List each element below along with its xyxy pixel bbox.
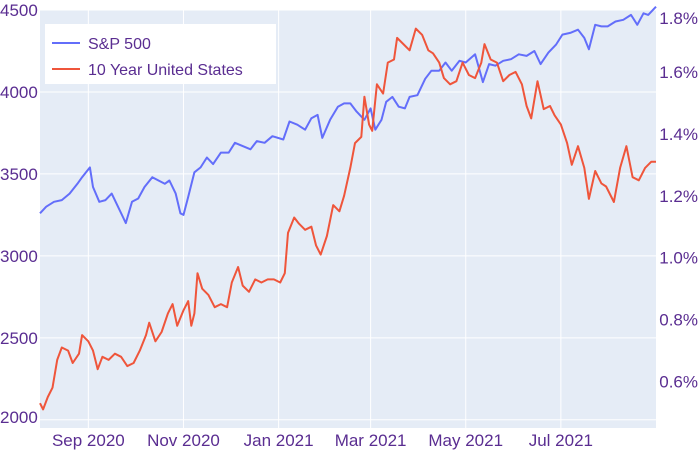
- grid-lines: [40, 9, 656, 428]
- y-tick-label: 3000: [0, 247, 38, 266]
- x-tick-label: Sep 2020: [52, 431, 125, 450]
- y-tick-label: 2500: [0, 329, 38, 348]
- x-tick-label: Jan 2021: [244, 431, 314, 450]
- y2-tick-label: 0.6%: [659, 373, 698, 392]
- legend[interactable]: S&P 500 10 Year United States: [45, 24, 276, 84]
- y2-tick-label: 1.4%: [659, 125, 698, 144]
- series-line-sp500: [39, 6, 657, 225]
- y-tick-label: 4000: [0, 83, 38, 102]
- series-lines: [39, 6, 657, 411]
- y2-tick-label: 1.2%: [659, 187, 698, 206]
- legend-label-sp500: S&P 500: [88, 36, 151, 53]
- y2-tick-label: 1.6%: [659, 63, 698, 82]
- y2-tick-label: 0.8%: [659, 311, 698, 330]
- x-tick-label: Mar 2021: [335, 431, 407, 450]
- y-tick-label: 2000: [0, 408, 38, 427]
- y-tick-label: 3500: [0, 165, 38, 184]
- y2-tick-label: 1.0%: [659, 249, 698, 268]
- x-tick-label: Jul 2021: [529, 431, 593, 450]
- x-tick-label: Nov 2020: [147, 431, 220, 450]
- series-line-10-year: [39, 27, 656, 411]
- legend-label-10-year: 10 Year United States: [88, 62, 243, 79]
- y2-tick-label: 1.8%: [659, 9, 698, 28]
- y-tick-label: 4500: [0, 1, 38, 20]
- legend-box: [45, 24, 276, 84]
- x-tick-label: May 2021: [428, 431, 503, 450]
